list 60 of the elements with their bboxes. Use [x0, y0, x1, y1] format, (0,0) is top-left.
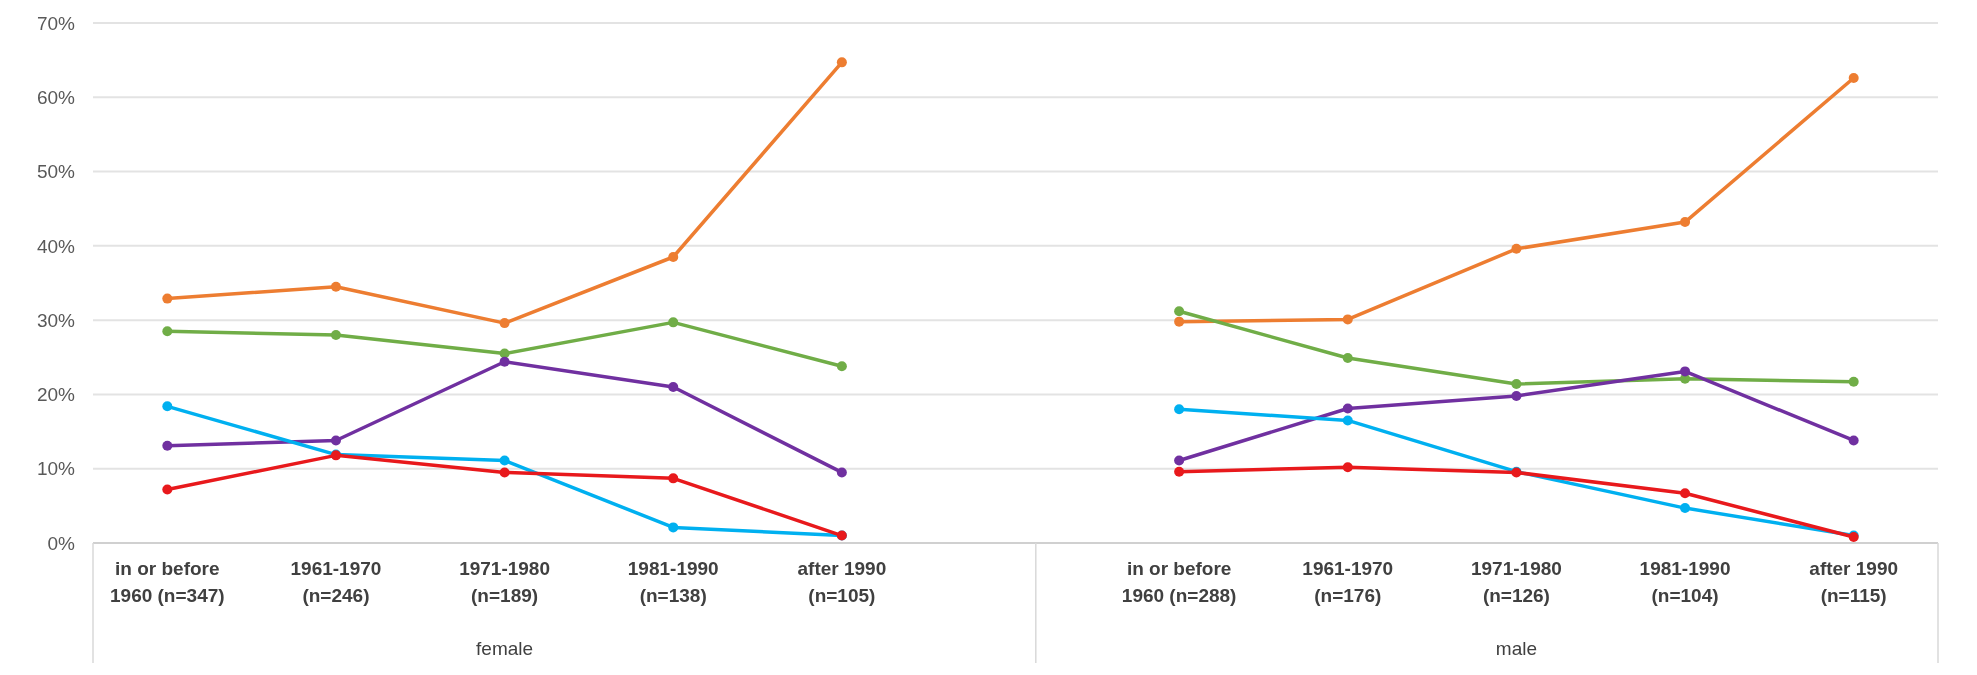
point — [499, 467, 510, 478]
point — [1680, 503, 1691, 514]
point — [836, 467, 847, 478]
point — [1342, 403, 1353, 414]
text: male — [1495, 638, 1537, 659]
x-tick-label: 1961-1970 (n=176) — [1302, 558, 1394, 606]
y-tick-label: 40% — [36, 235, 76, 257]
point — [1342, 314, 1353, 325]
point — [668, 473, 679, 484]
point — [330, 281, 341, 292]
point — [162, 293, 173, 304]
point — [1342, 353, 1353, 364]
point — [668, 382, 679, 392]
point — [1174, 404, 1185, 415]
point — [1680, 217, 1691, 228]
point — [1174, 466, 1185, 477]
point — [836, 361, 847, 372]
x-tick-label: after 1990 (n=105) — [797, 558, 887, 606]
point — [668, 522, 679, 533]
point — [162, 484, 173, 495]
y-tick-label: 60% — [36, 86, 76, 108]
point — [162, 401, 173, 412]
x-tick-label: 1981-1990 (n=104) — [1639, 558, 1731, 606]
point — [1511, 390, 1522, 401]
point — [1174, 455, 1185, 466]
point — [1511, 379, 1522, 390]
text: female — [476, 638, 534, 659]
point — [1174, 316, 1185, 327]
x-tick-label: in or before 1960 (n=288) — [1121, 558, 1237, 606]
point — [330, 330, 341, 340]
point — [1848, 376, 1859, 387]
x-tick-label: 1981-1990 (n=138) — [627, 558, 719, 606]
x-tick-label: after 1990 (n=115) — [1809, 558, 1899, 606]
y-tick-label: 30% — [36, 309, 76, 331]
point — [499, 318, 510, 329]
point — [1342, 415, 1353, 426]
point — [330, 435, 341, 446]
point — [1174, 306, 1185, 317]
point — [1511, 243, 1522, 254]
y-tick-label: 50% — [36, 161, 76, 183]
point — [1342, 462, 1353, 473]
point — [499, 455, 510, 466]
x-tick-label: in or before 1960 (n=347) — [110, 558, 225, 606]
point — [668, 252, 679, 262]
point — [162, 440, 173, 451]
point — [1848, 72, 1859, 83]
point — [1848, 435, 1859, 446]
x-tick-label: 1971-1980 (n=126) — [1470, 558, 1562, 606]
point — [1680, 366, 1691, 377]
point — [1680, 488, 1691, 499]
x-tick-label: 1971-1980 (n=189) — [459, 558, 551, 606]
point — [499, 356, 510, 367]
point — [162, 326, 173, 337]
y-tick-label: 0% — [47, 532, 76, 554]
y-tick-label: 20% — [36, 384, 76, 406]
x-tick-label: 1961-1970 (n=246) — [290, 558, 382, 606]
y-tick-label: 70% — [36, 12, 76, 34]
point — [668, 317, 679, 328]
point — [836, 57, 847, 68]
y-tick-label: 10% — [36, 458, 76, 480]
